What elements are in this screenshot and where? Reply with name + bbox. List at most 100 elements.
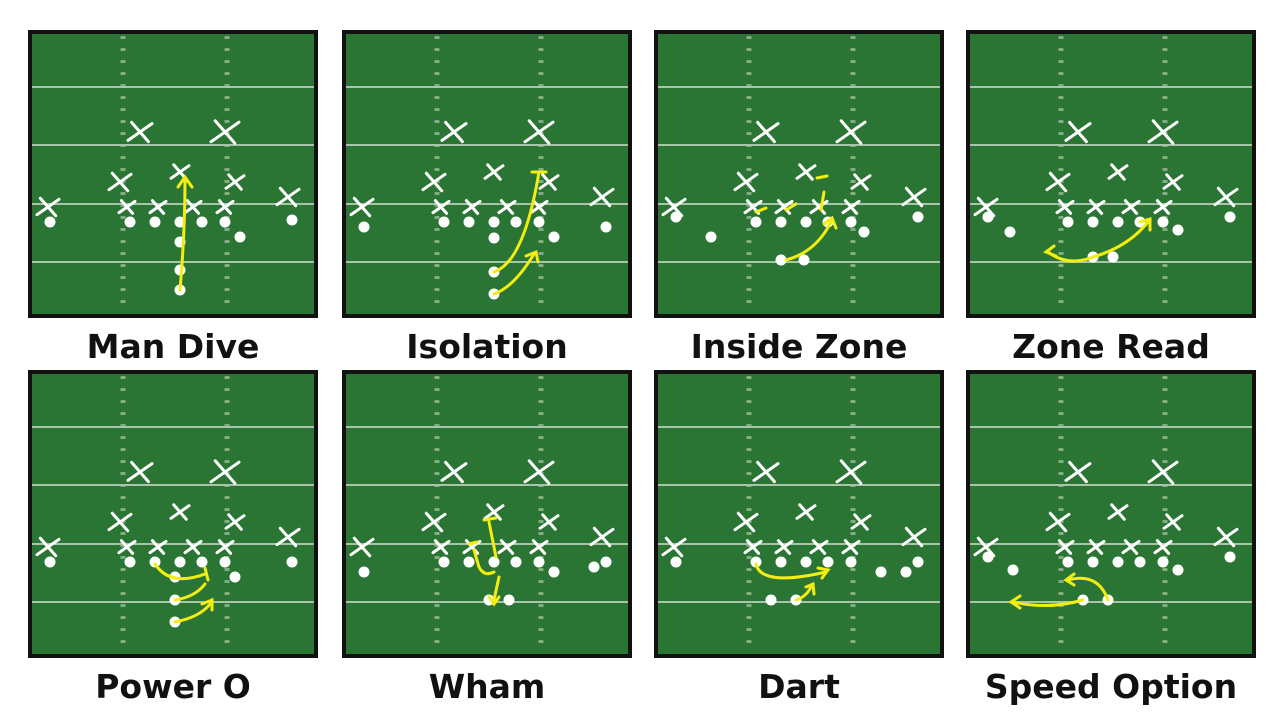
defender xyxy=(529,199,549,215)
defender xyxy=(538,173,560,191)
defender xyxy=(1064,120,1092,144)
field xyxy=(342,370,632,658)
defender xyxy=(117,539,137,555)
offense-player xyxy=(775,216,787,228)
defender xyxy=(440,120,468,144)
play-arrow xyxy=(1091,220,1150,259)
play-panel xyxy=(654,30,944,318)
offense-player xyxy=(1062,556,1074,568)
defender xyxy=(850,513,872,531)
defender xyxy=(107,171,133,193)
play-label: Zone Read xyxy=(1012,327,1210,366)
defender xyxy=(224,173,246,191)
defender xyxy=(183,199,203,215)
defender xyxy=(117,199,137,215)
offense-player xyxy=(196,556,208,568)
offense-player xyxy=(1157,556,1169,568)
defender xyxy=(1147,119,1179,145)
play-arrow xyxy=(816,566,831,580)
offense-player xyxy=(750,556,762,568)
play-arrow xyxy=(176,174,194,189)
offense-player xyxy=(488,232,500,244)
defender xyxy=(209,119,241,145)
defender xyxy=(483,163,505,181)
defender xyxy=(462,199,482,215)
play-arrow xyxy=(1042,244,1058,258)
offense-player xyxy=(800,556,812,568)
field xyxy=(654,370,944,658)
defender xyxy=(349,196,375,218)
defender xyxy=(148,539,168,555)
offense-player xyxy=(1172,564,1184,576)
field xyxy=(28,370,318,658)
offense-player xyxy=(1007,564,1019,576)
play-arrow xyxy=(467,540,479,546)
defender xyxy=(901,186,927,208)
play-panel xyxy=(342,370,632,658)
offense-player xyxy=(548,566,560,578)
offense-player xyxy=(533,556,545,568)
defender xyxy=(1107,503,1129,521)
defender xyxy=(275,186,301,208)
offense-player xyxy=(845,556,857,568)
offense-player xyxy=(750,216,762,228)
offense-player xyxy=(1087,556,1099,568)
offense-player xyxy=(358,566,370,578)
defender xyxy=(497,199,517,215)
play-label: Power O xyxy=(95,667,251,706)
defender xyxy=(1213,186,1239,208)
play-arrow xyxy=(815,174,829,180)
play-arrow xyxy=(173,582,207,602)
defender xyxy=(431,199,451,215)
play-arrow xyxy=(203,566,210,582)
defender xyxy=(169,503,191,521)
defender xyxy=(733,511,759,533)
play-arrow xyxy=(200,597,214,612)
play-arrow xyxy=(1063,572,1076,587)
play-arrow xyxy=(1138,216,1152,232)
offense-player xyxy=(858,226,870,238)
defender xyxy=(1086,539,1106,555)
play-panel xyxy=(342,30,632,318)
play-arrow xyxy=(492,252,536,296)
offense-player xyxy=(1107,251,1119,263)
defender xyxy=(1121,199,1141,215)
defender xyxy=(850,173,872,191)
defender xyxy=(215,539,235,555)
offense-player xyxy=(1112,556,1124,568)
offense-player xyxy=(670,211,682,223)
play-arrow xyxy=(804,581,816,596)
offense-player xyxy=(229,571,241,583)
offense-player xyxy=(900,566,912,578)
offense-player xyxy=(463,556,475,568)
field xyxy=(28,30,318,318)
defender xyxy=(1121,539,1141,555)
offense-player xyxy=(775,556,787,568)
offense-player xyxy=(912,556,924,568)
defender xyxy=(1107,163,1129,181)
offense-player xyxy=(600,221,612,233)
defender xyxy=(589,186,615,208)
offense-player xyxy=(286,214,298,226)
play-arrow xyxy=(472,548,496,576)
offense-player xyxy=(875,566,887,578)
defender xyxy=(126,120,154,144)
defender xyxy=(1147,459,1179,485)
defender xyxy=(440,460,468,484)
defender xyxy=(1045,171,1071,193)
defender xyxy=(349,536,375,558)
offense-player xyxy=(44,216,56,228)
offense-player xyxy=(775,254,787,266)
defender xyxy=(538,513,560,531)
defender xyxy=(35,536,61,558)
offense-player xyxy=(533,216,545,228)
offense-player xyxy=(488,556,500,568)
offense-player xyxy=(234,231,246,243)
defender xyxy=(431,539,451,555)
play-arrow xyxy=(492,575,501,602)
play-arrow xyxy=(784,220,833,262)
defender xyxy=(224,513,246,531)
offense-player xyxy=(174,556,186,568)
defender xyxy=(1153,199,1173,215)
